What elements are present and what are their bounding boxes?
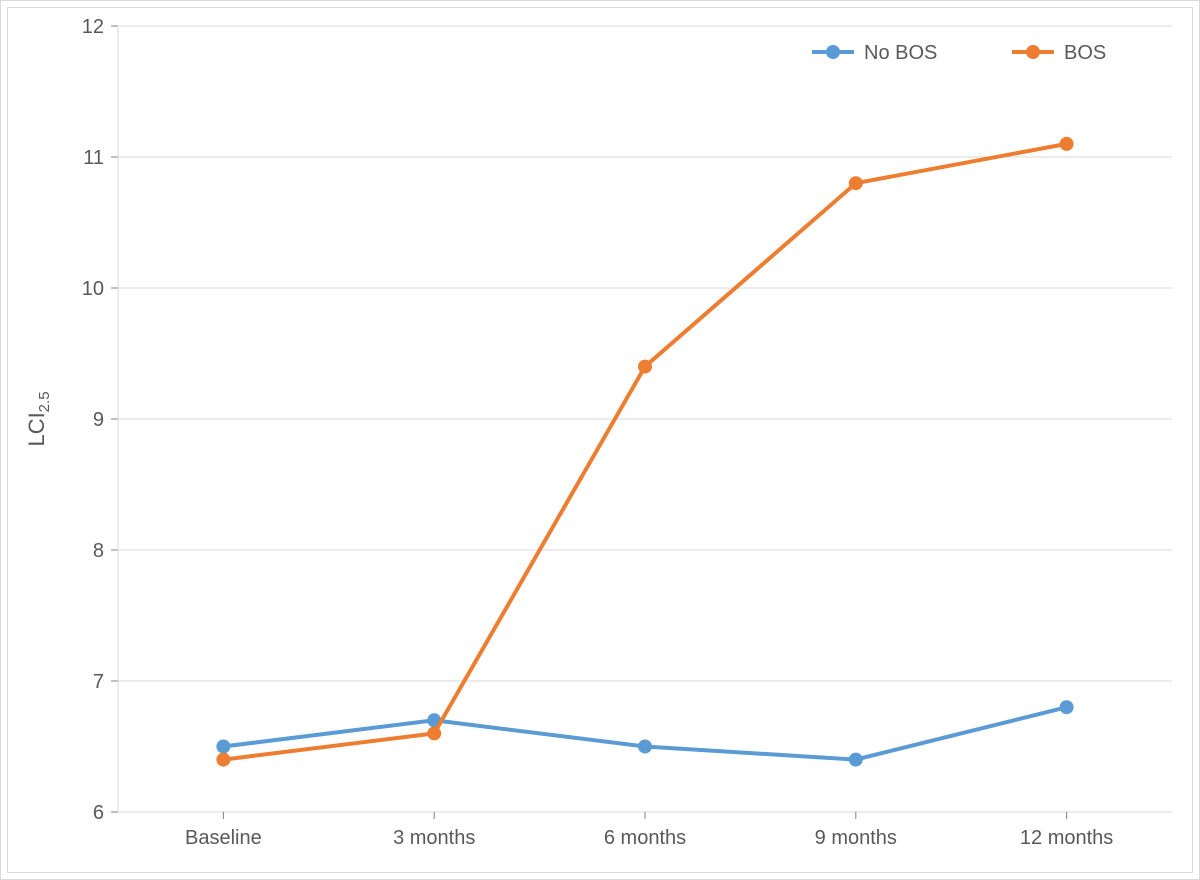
x-tick-label: 12 months (1020, 827, 1113, 849)
line-chart: 6 7 8 9 10 11 12 Baseline 3 months 6 months 9 mont… (8, 8, 1192, 872)
legend-label: No BOS (864, 42, 937, 64)
series-marker (1060, 700, 1074, 714)
legend-marker (826, 45, 840, 59)
chart-outer-frame: 6 7 8 9 10 11 12 Baseline 3 months 6 months 9 mont… (0, 0, 1200, 880)
series-marker (1060, 137, 1074, 151)
y-tick-label: 11 (83, 147, 104, 169)
y-tick-label: 7 (93, 671, 104, 693)
series-marker (849, 176, 863, 190)
series-marker (849, 753, 863, 767)
legend-marker (1026, 45, 1040, 59)
chart-inner-frame: 6 7 8 9 10 11 12 Baseline 3 months 6 months 9 mont… (7, 7, 1193, 873)
x-tick-label: 9 months (815, 827, 897, 849)
series-marker (427, 726, 441, 740)
series-marker (216, 740, 230, 754)
legend-label: BOS (1064, 42, 1106, 64)
series-marker (638, 360, 652, 374)
y-tick-label: 8 (93, 540, 104, 562)
series-marker (638, 740, 652, 754)
y-tick-label: 6 (93, 802, 104, 824)
x-tick-label: Baseline (185, 827, 262, 849)
series-marker (216, 753, 230, 767)
y-tick-label: 12 (82, 16, 104, 38)
x-tick-label: 6 months (604, 827, 686, 849)
y-tick-label: 9 (93, 409, 104, 431)
x-tick-label: 3 months (393, 827, 475, 849)
y-tick-label: 10 (82, 278, 104, 300)
